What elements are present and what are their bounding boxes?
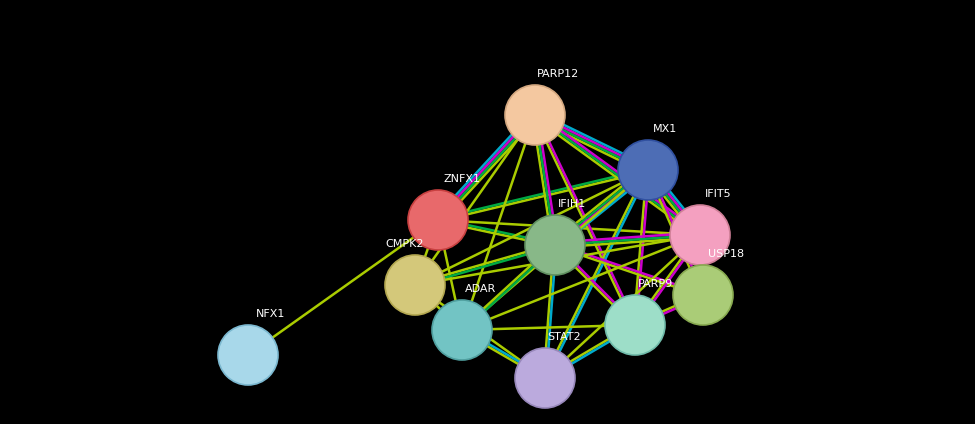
Text: ADAR: ADAR [465, 284, 496, 294]
Circle shape [432, 300, 492, 360]
Text: CMPK2: CMPK2 [385, 239, 423, 249]
Text: PARP9: PARP9 [638, 279, 674, 289]
Text: USP18: USP18 [708, 249, 744, 259]
Circle shape [408, 190, 468, 250]
Text: PARP12: PARP12 [537, 69, 579, 79]
Circle shape [515, 348, 575, 408]
Text: IFIH1: IFIH1 [558, 199, 586, 209]
Circle shape [618, 140, 678, 200]
Circle shape [673, 265, 733, 325]
Text: NFX1: NFX1 [256, 309, 286, 319]
Text: ZNFX1: ZNFX1 [443, 174, 480, 184]
Circle shape [505, 85, 565, 145]
Circle shape [385, 255, 445, 315]
Circle shape [605, 295, 665, 355]
Text: MX1: MX1 [653, 124, 678, 134]
Text: IFIT5: IFIT5 [705, 189, 731, 199]
Circle shape [670, 205, 730, 265]
Text: STAT2: STAT2 [547, 332, 581, 342]
Circle shape [218, 325, 278, 385]
Circle shape [525, 215, 585, 275]
